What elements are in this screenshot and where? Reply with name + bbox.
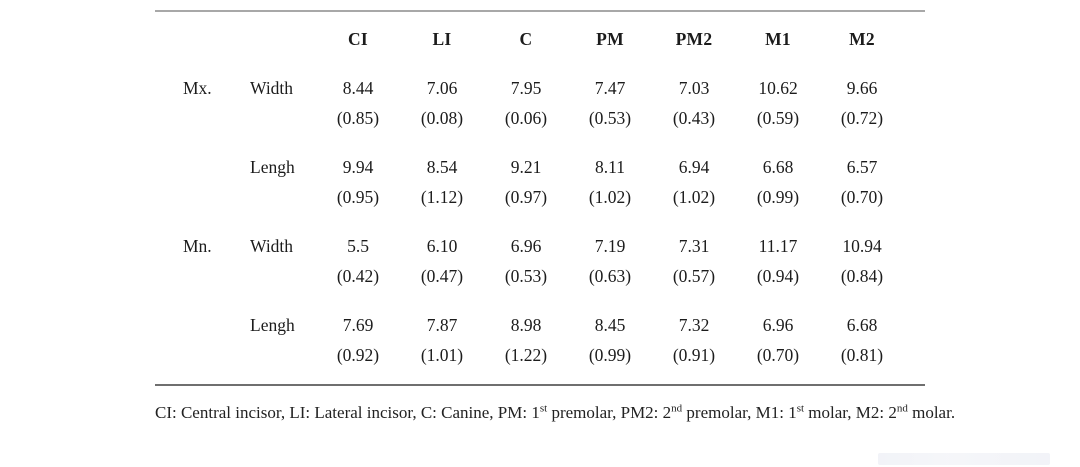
sd-cell: (0.99) <box>588 345 632 365</box>
sd-cell: (0.95) <box>336 187 380 207</box>
sd-cell: (0.57) <box>672 266 716 286</box>
sd-cell: (0.85) <box>336 108 380 128</box>
column-header-m2: M2 <box>849 29 875 49</box>
sd-cell: (0.81) <box>840 345 884 365</box>
sd-cell: (0.53) <box>504 266 548 286</box>
value-cell: 8.45 <box>594 315 626 335</box>
table-sd-row: (0.85) (0.08) (0.06) (0.53) (0.43) (0.59… <box>155 103 925 133</box>
value-cell: 9.94 <box>342 157 374 177</box>
value-cell: 8.54 <box>426 157 458 177</box>
sd-cell: (0.99) <box>756 187 800 207</box>
sd-cell: (0.94) <box>756 266 800 286</box>
table-footnote: CI: Central incisor, LI: Lateral incisor… <box>155 402 956 422</box>
value-cell: 7.32 <box>678 315 710 335</box>
value-cell: 6.57 <box>846 157 878 177</box>
sd-cell: (1.02) <box>672 187 716 207</box>
sd-cell: (0.42) <box>336 266 380 286</box>
value-cell: 7.31 <box>678 236 710 256</box>
value-cell: 6.68 <box>846 315 878 335</box>
row-group-label: Mx. <box>183 78 212 98</box>
header-spacer <box>225 24 316 54</box>
sd-cell: (0.84) <box>840 266 884 286</box>
value-cell: 11.17 <box>758 236 798 256</box>
measurements-table: CI LI C PM PM2 M1 M2 Mx. Width 8.44 7.06… <box>155 10 925 386</box>
value-cell: 10.62 <box>758 78 798 98</box>
row-group-mx-width: Mx. Width 8.44 7.06 7.95 7.47 7.03 10.62… <box>155 73 925 133</box>
value-cell: 7.69 <box>342 315 374 335</box>
row-measure-label: Width <box>250 78 294 98</box>
sd-cell: (0.47) <box>420 266 464 286</box>
column-header-m1: M1 <box>765 29 791 49</box>
value-cell: 6.96 <box>510 236 542 256</box>
column-header-pm: PM <box>596 29 624 49</box>
sd-cell: (0.53) <box>588 108 632 128</box>
sd-cell: (0.06) <box>504 108 548 128</box>
value-cell: 7.19 <box>594 236 626 256</box>
column-header-li: LI <box>432 29 452 49</box>
table-sd-row: (0.92) (1.01) (1.22) (0.99) (0.91) (0.70… <box>155 340 925 370</box>
value-cell: 8.98 <box>510 315 542 335</box>
sd-cell: (0.63) <box>588 266 632 286</box>
value-cell: 7.03 <box>678 78 710 98</box>
sd-cell: (1.02) <box>588 187 632 207</box>
sd-cell: (0.92) <box>336 345 380 365</box>
sd-cell: (0.70) <box>756 345 800 365</box>
value-cell: 9.66 <box>846 78 878 98</box>
row-measure-label: Width <box>250 236 294 256</box>
value-cell: 6.94 <box>678 157 710 177</box>
value-cell: 7.87 <box>426 315 458 335</box>
sd-cell: (0.43) <box>672 108 716 128</box>
sd-cell: (1.22) <box>504 345 548 365</box>
sd-cell: (0.97) <box>504 187 548 207</box>
column-header-c: C <box>519 29 533 49</box>
row-group-label: Mn. <box>183 236 212 256</box>
row-group-mx-length: Lengh 9.94 8.54 9.21 8.11 6.94 6.68 6.57… <box>155 152 925 212</box>
value-cell: 9.21 <box>510 157 542 177</box>
watermark <box>878 453 1050 465</box>
sd-cell: (0.59) <box>756 108 800 128</box>
row-group-mn-width: Mn. Width 5.5 6.10 6.96 7.19 7.31 11.17 … <box>155 231 925 291</box>
value-cell: 10.94 <box>842 236 882 256</box>
row-group-mn-length: Lengh 7.69 7.87 8.98 8.45 7.32 6.96 6.68… <box>155 310 925 370</box>
value-cell: 6.68 <box>762 157 794 177</box>
value-cell: 7.06 <box>426 78 458 98</box>
table-sd-row: (0.95) (1.12) (0.97) (1.02) (1.02) (0.99… <box>155 182 925 212</box>
table-row: Mn. Width 5.5 6.10 6.96 7.19 7.31 11.17 … <box>155 231 925 261</box>
sd-cell: (0.91) <box>672 345 716 365</box>
table-row: Lengh 9.94 8.54 9.21 8.11 6.94 6.68 6.57 <box>155 152 925 182</box>
table-row: Mx. Width 8.44 7.06 7.95 7.47 7.03 10.62… <box>155 73 925 103</box>
column-header-pm2: PM2 <box>675 29 713 49</box>
value-cell: 6.10 <box>426 236 458 256</box>
sd-cell: (0.08) <box>420 108 464 128</box>
sd-cell: (0.70) <box>840 187 884 207</box>
value-cell: 7.47 <box>594 78 626 98</box>
row-group-label <box>155 310 225 340</box>
value-cell: 7.95 <box>510 78 542 98</box>
table-header-row: CI LI C PM PM2 M1 M2 <box>155 24 925 54</box>
header-spacer <box>155 24 225 54</box>
value-cell: 5.5 <box>347 236 369 256</box>
value-cell: 8.11 <box>595 157 625 177</box>
row-group-label <box>155 152 225 182</box>
column-header-ci: CI <box>347 29 369 49</box>
row-measure-label: Lengh <box>250 315 295 335</box>
value-cell: 8.44 <box>342 78 374 98</box>
sd-cell: (1.12) <box>420 187 464 207</box>
table-sd-row: (0.42) (0.47) (0.53) (0.63) (0.57) (0.94… <box>155 261 925 291</box>
sd-cell: (0.72) <box>840 108 884 128</box>
table-row: Lengh 7.69 7.87 8.98 8.45 7.32 6.96 6.68 <box>155 310 925 340</box>
value-cell: 6.96 <box>762 315 794 335</box>
sd-cell: (1.01) <box>420 345 464 365</box>
row-measure-label: Lengh <box>250 157 295 177</box>
